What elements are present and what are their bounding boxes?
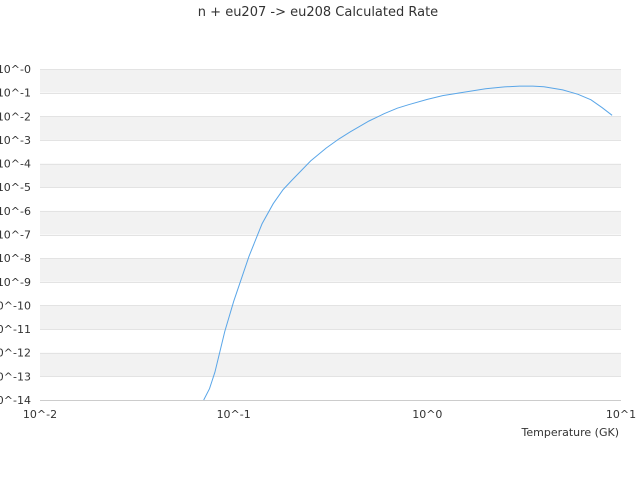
y-tick-label: 10^-4 xyxy=(0,158,31,171)
x-tick-label: 10^0 xyxy=(412,408,442,421)
y-tick-label: 10^-1 xyxy=(0,87,31,100)
y-tick-label: 10^-13 xyxy=(0,370,31,383)
grid-band xyxy=(40,116,621,140)
grid-band xyxy=(40,139,621,164)
grid-band xyxy=(40,258,621,282)
y-tick-labels: 10^-14 10^-13 10^-12 10^-11 10^-10 10^-9 10^-8… xyxy=(0,63,31,407)
x-axis-label: Temperature (GK) xyxy=(521,426,620,439)
grid-band xyxy=(40,305,621,330)
x-tick-label: 10^1 xyxy=(606,408,636,421)
y-tick-label: 10^-9 xyxy=(0,276,31,289)
grid-band xyxy=(40,234,621,259)
y-tick-label: 10^-0 xyxy=(0,63,31,76)
y-tick-label: 10^-8 xyxy=(0,252,31,265)
y-tick-label: 10^-2 xyxy=(0,110,31,123)
x-tick-label: 10^-2 xyxy=(23,408,57,421)
y-tick-label: 10^-5 xyxy=(0,181,31,194)
grid-band xyxy=(40,352,621,377)
rate-series-line xyxy=(203,85,613,401)
y-tick-label: 10^-7 xyxy=(0,229,31,242)
y-tick-label: 10^-14 xyxy=(0,394,31,407)
grid-band xyxy=(40,163,621,188)
grid-band xyxy=(40,376,621,400)
grid-bands xyxy=(40,69,621,400)
chart-title: n + eu207 -> eu208 Calculated Rate xyxy=(198,5,438,20)
y-tick-label: 10^-10 xyxy=(0,299,31,312)
grid-band xyxy=(40,187,621,211)
y-tick-label: 10^-6 xyxy=(0,205,31,218)
x-tick-label: 10^-1 xyxy=(217,408,251,421)
y-tick-label: 10^-11 xyxy=(0,323,31,336)
grid-band xyxy=(40,281,621,306)
x-tick-labels: 10^-2 10^-1 10^0 10^1 xyxy=(23,408,636,421)
grid-band xyxy=(40,69,621,93)
y-tick-label: 10^-12 xyxy=(0,347,31,360)
grid-band xyxy=(40,92,621,117)
grid-band xyxy=(40,210,621,235)
grid-band xyxy=(40,329,621,353)
y-tick-label: 10^-3 xyxy=(0,134,31,147)
